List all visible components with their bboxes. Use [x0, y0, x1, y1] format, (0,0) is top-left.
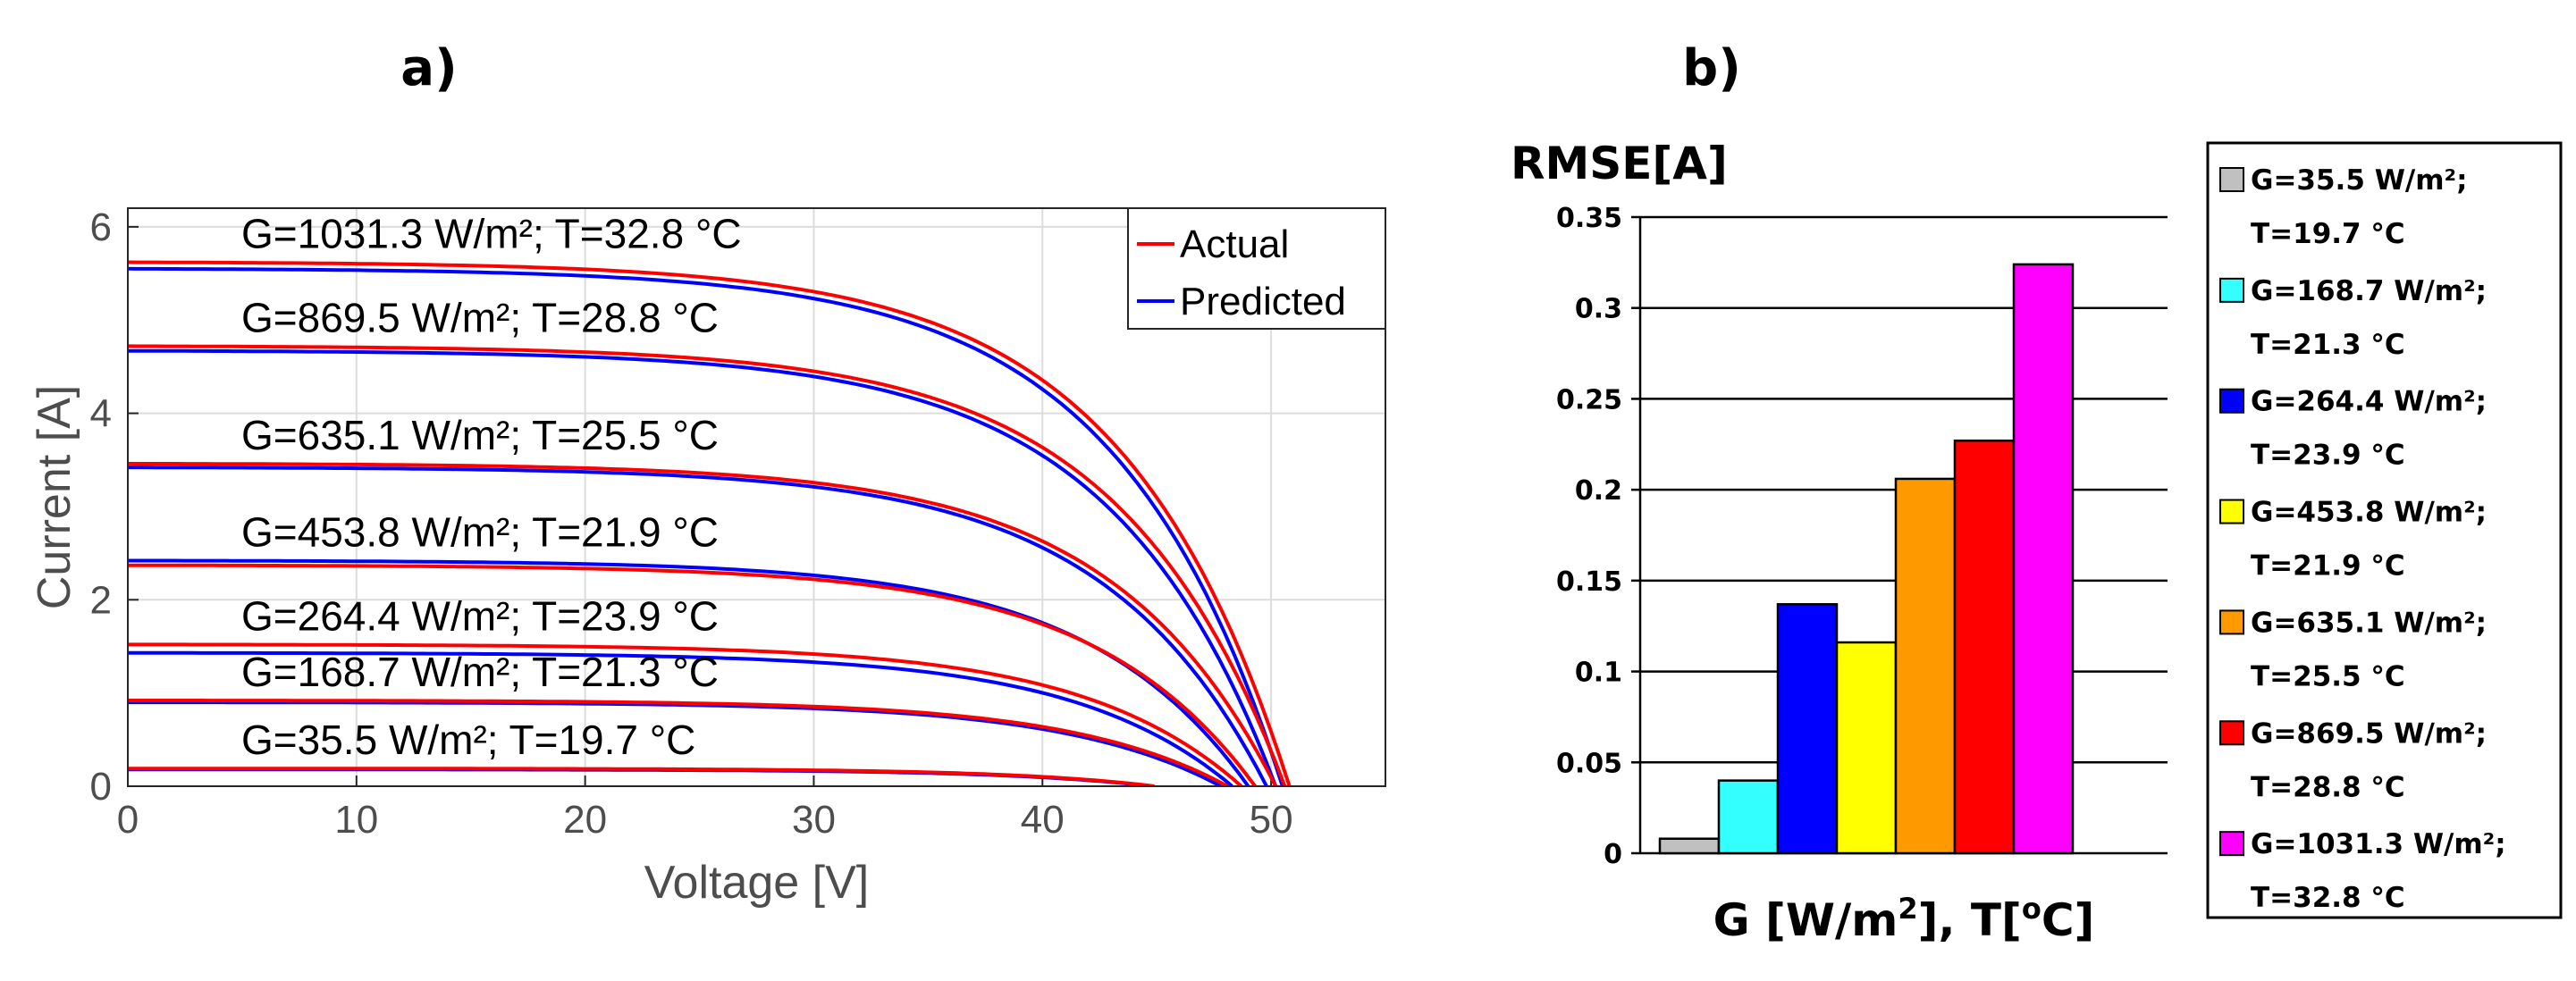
x-tick-label: 0: [117, 798, 139, 842]
curve-label: G=35.5 W/m²; T=19.7 °C: [241, 717, 695, 763]
legend-entry-line1: G=1031.3 W/m²;: [2251, 828, 2506, 860]
rmse-bar: [1717, 779, 1780, 855]
curve-label: G=168.7 W/m²; T=21.3 °C: [241, 649, 719, 695]
actual-curve: [128, 767, 1155, 786]
legend-swatch: [2219, 609, 2244, 635]
actual-curve: [128, 642, 1243, 786]
rmse-bar: [1658, 837, 1721, 855]
rmse-bar: [1835, 641, 1898, 855]
rmse-bar: [1953, 439, 2016, 855]
y-tick-label: 0.15: [1556, 566, 1622, 598]
rmse-bar: [2012, 263, 2075, 855]
legend-entry-line2: T=28.8 °C: [2251, 771, 2405, 803]
legend-entry: Actual: [1180, 222, 1289, 266]
bar-legend-box: [2206, 141, 2563, 919]
legend-entry: Predicted: [1180, 280, 1346, 323]
legend-swatch: [2219, 720, 2244, 746]
y-tick-label: 0.25: [1556, 384, 1622, 415]
legend-entry-line2: T=21.3 °C: [2251, 329, 2405, 361]
x-tick-label: 30: [792, 798, 836, 842]
y-tick-label: 6: [90, 205, 112, 249]
actual-curve: [128, 699, 1229, 786]
iv-curve-chart: 0 10 20 30 40 50 0 2 4 6 Voltage [V] Current [A] G=1…: [29, 205, 1386, 909]
legend-entry-line1: G=453.8 W/m²;: [2251, 497, 2487, 529]
x-axis-title: Voltage [V]: [644, 857, 870, 909]
legend-entry-line1: G=869.5 W/m²;: [2251, 717, 2487, 750]
curve-label: G=453.8 W/m²; T=21.9 °C: [241, 508, 719, 555]
y-tick-label: 0: [1604, 839, 1622, 870]
actual-curve: [128, 461, 1277, 786]
predicted-curve: [128, 700, 1222, 786]
curve-group: [128, 260, 1292, 786]
y-tick-label: 0: [90, 765, 112, 809]
rmse-bar: [1894, 477, 1957, 855]
predicted-curve: [128, 348, 1278, 786]
y-tick-label: 0.3: [1575, 294, 1622, 325]
legend-entry-line1: G=264.4 W/m²;: [2251, 386, 2487, 418]
legend-entry-line2: T=23.9 °C: [2251, 440, 2405, 472]
y-tick-label: 4: [90, 392, 112, 436]
rmse-bar-chart: RMSE[A] 0 0.05 0.1 0.15 0.2 0.25 0.3 0.35 G [W/m2…: [1511, 138, 2563, 946]
actual-curve: [128, 344, 1287, 786]
curve-label: G=635.1 W/m²; T=25.5 °C: [241, 412, 719, 458]
rmse-bar: [1776, 603, 1839, 855]
panel-a-label: a): [400, 39, 457, 97]
x-tick-label: 40: [1021, 798, 1065, 842]
y-tick-label: 0.05: [1556, 748, 1622, 779]
legend-swatch: [2219, 831, 2244, 857]
legend-box: [1127, 207, 1386, 330]
y-tick-label: 2: [90, 578, 112, 622]
legend-swatch: [2219, 499, 2244, 524]
legend-entry-line2: T=25.5 °C: [2251, 660, 2405, 692]
actual-curve: [128, 563, 1257, 786]
legend-entry-line1: G=35.5 W/m²;: [2251, 164, 2468, 197]
x-axis-title: G [W/m2], T[oC]: [1713, 892, 2095, 946]
legend-entry-line1: G=635.1 W/m²;: [2251, 607, 2487, 639]
legend-swatch: [2219, 388, 2244, 414]
y-tick-label: 0.35: [1556, 203, 1622, 234]
predicted-curve: [128, 465, 1268, 786]
x-tick-label: 20: [563, 798, 607, 842]
x-tick-label: 10: [334, 798, 378, 842]
y-axis-title: Current [A]: [29, 385, 80, 609]
legend-swatch: [2219, 277, 2244, 303]
curve-label: G=264.4 W/m²; T=23.9 °C: [241, 592, 719, 639]
legend-entry-line2: T=32.8 °C: [2251, 882, 2405, 914]
x-tick-label: 50: [1250, 798, 1293, 842]
y-tick-label: 0.1: [1575, 658, 1622, 689]
predicted-curve: [128, 266, 1284, 786]
legend-swatch: [2219, 167, 2244, 192]
curve-label: G=869.5 W/m²; T=28.8 °C: [241, 294, 719, 340]
bar-chart-title: RMSE[A]: [1511, 138, 1728, 189]
actual-curve: [128, 260, 1292, 786]
y-tick-label: 0.2: [1575, 475, 1622, 507]
legend-entry-line2: T=19.7 °C: [2251, 218, 2405, 250]
curve-label: G=1031.3 W/m²; T=32.8 °C: [241, 211, 742, 257]
predicted-curve: [128, 650, 1233, 786]
plot-border: [127, 207, 1386, 787]
panel-b-label: b): [1682, 39, 1741, 97]
legend-entry-line1: G=168.7 W/m²;: [2251, 275, 2487, 307]
legend-entry-line2: T=21.9 °C: [2251, 550, 2405, 583]
